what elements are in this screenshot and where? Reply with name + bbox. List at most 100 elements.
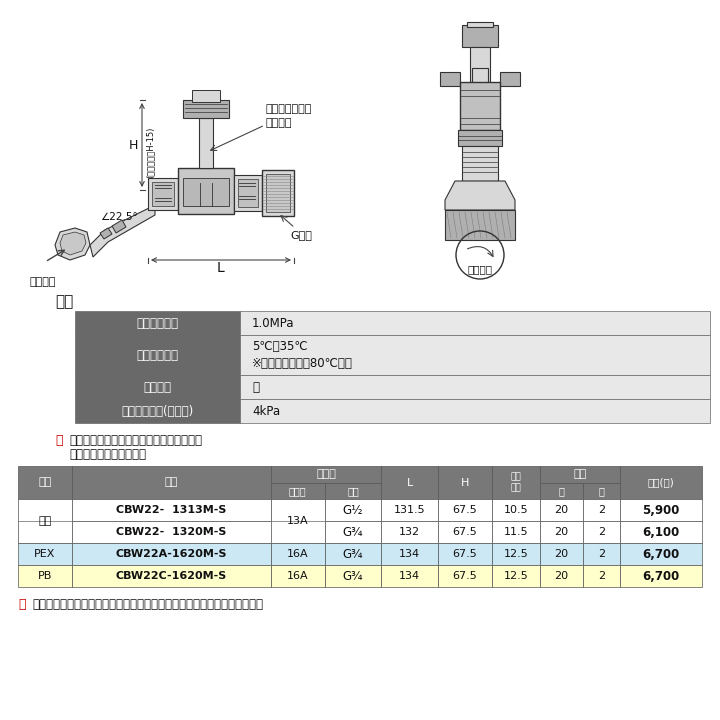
Bar <box>262 170 294 216</box>
Bar <box>234 175 262 211</box>
Text: 67.5: 67.5 <box>453 549 477 559</box>
Text: 適用: 適用 <box>38 477 52 487</box>
Bar <box>438 521 492 543</box>
Text: 2: 2 <box>598 505 605 515</box>
Text: 品番: 品番 <box>165 477 178 487</box>
Polygon shape <box>445 181 515 210</box>
Text: L: L <box>407 477 413 487</box>
Text: 12.5: 12.5 <box>504 571 528 581</box>
Bar <box>240 399 710 423</box>
Bar <box>582 499 620 521</box>
Text: 20: 20 <box>554 527 569 537</box>
Bar <box>325 543 382 565</box>
Text: ：パッキンは消耗部品です。点検、交換が可能な場所に取付けて下さい。: ：パッキンは消耗部品です。点検、交換が可能な場所に取付けて下さい。 <box>32 598 263 611</box>
Text: 樹脂管: 樹脂管 <box>289 486 307 496</box>
Text: G¾: G¾ <box>343 526 363 539</box>
Bar <box>382 565 438 587</box>
Bar <box>382 466 438 499</box>
Text: 6,700: 6,700 <box>642 547 680 560</box>
Bar <box>72 543 271 565</box>
Text: 4kPa: 4kPa <box>252 405 280 418</box>
Bar <box>492 499 540 521</box>
Bar <box>438 466 492 499</box>
Bar <box>199 118 213 168</box>
Text: 入数: 入数 <box>573 469 587 480</box>
Text: 流水方向: 流水方向 <box>30 277 56 287</box>
Text: PEX: PEX <box>35 549 55 559</box>
Bar <box>148 178 178 210</box>
Text: 大: 大 <box>559 486 564 496</box>
Text: ねじ: ねじ <box>347 486 359 496</box>
Bar <box>18 499 72 543</box>
Text: (ショート時H-15): (ショート時H-15) <box>145 126 155 178</box>
Text: 132: 132 <box>399 527 420 537</box>
Text: ・取付姿勢は任意です。: ・取付姿勢は任意です。 <box>69 448 146 461</box>
Bar <box>462 146 498 181</box>
Text: 16A: 16A <box>287 549 308 559</box>
Bar <box>620 521 702 543</box>
Bar <box>18 565 72 587</box>
Bar <box>178 168 234 214</box>
Bar <box>620 466 702 499</box>
Bar <box>75 399 240 423</box>
Text: 使用流体: 使用流体 <box>143 380 171 394</box>
Bar <box>75 375 240 399</box>
Bar <box>582 483 620 499</box>
Bar <box>238 179 258 207</box>
Text: 小: 小 <box>598 486 604 496</box>
Bar <box>492 521 540 543</box>
Text: ノンアスベスト: ノンアスベスト <box>266 104 312 114</box>
Text: 注: 注 <box>55 433 63 446</box>
Bar <box>620 565 702 587</box>
Text: 6,700: 6,700 <box>642 570 680 582</box>
Text: G¾: G¾ <box>343 570 363 582</box>
Bar <box>492 543 540 565</box>
Text: CBW22A-1620M-S: CBW22A-1620M-S <box>115 549 227 559</box>
Text: 131.5: 131.5 <box>394 505 426 515</box>
Bar <box>75 335 240 375</box>
Bar <box>266 174 290 212</box>
Bar <box>72 466 271 499</box>
Bar <box>445 210 515 240</box>
Bar <box>72 565 271 587</box>
Bar <box>470 47 490 82</box>
Text: 134: 134 <box>399 549 420 559</box>
Polygon shape <box>55 228 90 260</box>
Text: 67.5: 67.5 <box>453 571 477 581</box>
Text: 67.5: 67.5 <box>453 527 477 537</box>
Polygon shape <box>60 232 86 255</box>
Text: 共用: 共用 <box>38 516 52 526</box>
Polygon shape <box>90 205 155 257</box>
Bar <box>620 499 702 521</box>
Bar <box>458 130 502 146</box>
Bar <box>500 72 520 86</box>
Text: 回転自在: 回転自在 <box>467 264 492 274</box>
Text: ：・流水方向を確認して使用して下さい。: ：・流水方向を確認して使用して下さい。 <box>69 433 202 446</box>
Text: 最高許容圧力: 最高許容圧力 <box>137 317 179 330</box>
Text: ∠22.5°: ∠22.5° <box>100 212 138 222</box>
Bar <box>582 521 620 543</box>
Text: 5℃～35℃: 5℃～35℃ <box>252 340 307 353</box>
Bar <box>438 543 492 565</box>
Text: 最低作動圧力(逆止弁): 最低作動圧力(逆止弁) <box>122 405 194 418</box>
Bar <box>540 466 620 483</box>
Text: H: H <box>128 138 138 151</box>
Bar <box>582 543 620 565</box>
Text: 2: 2 <box>598 527 605 537</box>
Bar <box>382 521 438 543</box>
Text: 5,900: 5,900 <box>642 503 680 516</box>
Bar <box>75 311 240 335</box>
Bar <box>460 82 500 130</box>
Text: 12.5: 12.5 <box>504 549 528 559</box>
Polygon shape <box>112 220 126 233</box>
Text: 注: 注 <box>18 598 25 611</box>
Polygon shape <box>100 228 112 239</box>
Bar <box>325 499 382 521</box>
Text: ※二次側逆流時は80℃以下: ※二次側逆流時は80℃以下 <box>252 356 353 369</box>
Bar <box>271 565 325 587</box>
Bar <box>540 565 582 587</box>
Bar <box>18 543 72 565</box>
Bar <box>382 499 438 521</box>
Bar <box>325 565 382 587</box>
Text: 1.0MPa: 1.0MPa <box>252 317 294 330</box>
